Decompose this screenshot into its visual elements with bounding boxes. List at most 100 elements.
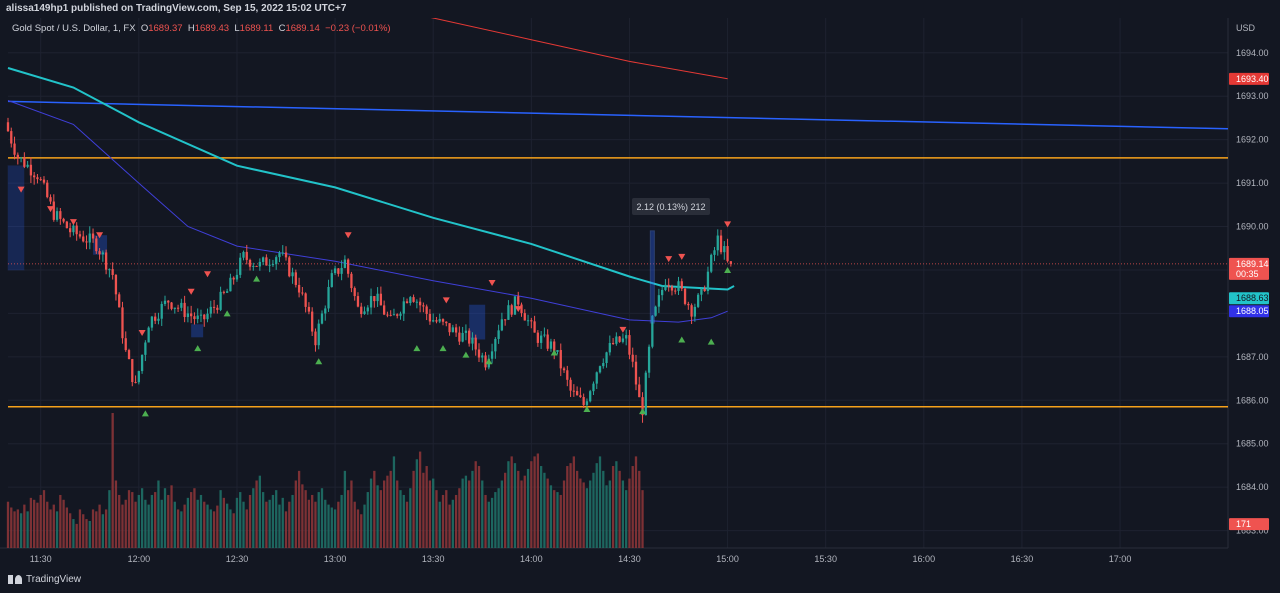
volume-bar xyxy=(29,497,33,548)
candle-body xyxy=(422,305,425,307)
publish-banner: alissa149hp1 published on TradingView.co… xyxy=(0,0,1280,18)
candle-body xyxy=(271,264,275,266)
volume-bar xyxy=(409,488,412,548)
candle-body xyxy=(638,384,641,398)
candle-body xyxy=(556,350,559,352)
candle-body xyxy=(517,296,520,305)
change-value: −0.23 (−0.01%) xyxy=(325,23,391,34)
candle-body xyxy=(118,294,121,308)
volume-bar xyxy=(481,480,484,548)
candle-body xyxy=(245,251,248,260)
candle-body xyxy=(297,284,301,293)
teal-ma-price-tag-text: 1688.63 xyxy=(1236,293,1269,303)
volume-bar xyxy=(203,501,206,548)
volume-bar xyxy=(484,494,487,548)
volume-bar xyxy=(121,504,124,548)
candle-body xyxy=(314,331,317,346)
volume-bar xyxy=(314,501,317,548)
candle-body xyxy=(510,305,513,315)
volume-bar xyxy=(62,499,65,548)
candle-body xyxy=(585,401,589,406)
buy-signal-marker xyxy=(583,405,591,412)
volume-bar xyxy=(49,509,52,548)
candle-body xyxy=(477,349,481,358)
range-box xyxy=(469,304,486,340)
candle-body xyxy=(317,323,320,346)
candle-body xyxy=(549,341,553,349)
high-label: H xyxy=(187,23,195,34)
volume-bar xyxy=(356,509,360,548)
volume-bar xyxy=(592,472,595,548)
volume-bar xyxy=(183,504,186,548)
volume-bar xyxy=(261,492,265,548)
volume-bar xyxy=(190,492,193,548)
symbol-legend: Gold Spot / U.S. Dollar, 1, FX O1689.37 … xyxy=(12,23,391,34)
candle-body xyxy=(95,238,98,252)
candle-body xyxy=(13,143,16,155)
tradingview-brand[interactable]: TradingView xyxy=(8,574,81,585)
candle-body xyxy=(82,236,85,242)
range-box xyxy=(7,165,25,271)
volume-tag: 171 xyxy=(1229,518,1269,531)
volume-bar xyxy=(415,459,418,548)
measure-label: 2.12 (0.13%) 212 xyxy=(632,198,710,215)
candle-body xyxy=(494,338,497,352)
volume-bar xyxy=(566,466,569,548)
candle-body xyxy=(219,291,222,310)
volume-bar xyxy=(75,523,78,548)
candle-body xyxy=(533,321,536,333)
volume-bar xyxy=(88,521,91,548)
candle-body xyxy=(39,179,42,181)
candle-body xyxy=(661,289,664,296)
volume-bar xyxy=(242,501,245,548)
candle-body xyxy=(36,177,39,180)
candle-body xyxy=(369,296,373,308)
volume-bar xyxy=(36,502,39,548)
candle-body xyxy=(458,332,461,342)
signal-markers xyxy=(17,186,732,417)
time-axis[interactable]: 11:30 12:00 12:30 13:00 13:30 14:00 14:30 15:00… xyxy=(30,554,1132,564)
volume-tag-box xyxy=(1229,518,1269,531)
volume-bar xyxy=(82,514,85,548)
buy-signal-marker xyxy=(253,275,261,282)
volume-bar xyxy=(396,480,399,548)
volume-bar xyxy=(598,456,602,548)
volume-bar xyxy=(180,511,183,548)
volume-bar xyxy=(229,509,232,548)
candle-body xyxy=(261,257,265,262)
candle-body xyxy=(33,175,36,178)
price-axis[interactable]: USD 1694.00 1693.00 1692.00 1691.00 1690.00 16… xyxy=(1229,23,1269,536)
candle-body xyxy=(641,397,644,416)
volume-bar xyxy=(137,494,140,548)
volume-bar xyxy=(23,504,26,548)
candle-body xyxy=(268,264,271,266)
candle-body xyxy=(582,397,585,406)
volume-bar xyxy=(533,456,536,548)
volume-bar xyxy=(373,470,376,548)
candle-body xyxy=(425,306,428,314)
volume-bar xyxy=(386,475,389,548)
volume-bar xyxy=(91,509,95,548)
volume-bar xyxy=(13,511,16,548)
volume-bar xyxy=(418,451,422,548)
candle-body xyxy=(265,257,268,266)
volume-bar xyxy=(304,490,307,548)
candle-body xyxy=(461,332,464,342)
candle-body xyxy=(399,313,402,316)
volume-bar xyxy=(399,490,402,548)
volume-bar xyxy=(225,503,229,548)
volume-bar xyxy=(26,511,29,548)
volume-bar xyxy=(494,492,497,548)
candle-body xyxy=(288,257,291,277)
volume-bar xyxy=(510,456,513,548)
candle-body xyxy=(667,284,670,287)
symbol-name[interactable]: Gold Spot / U.S. Dollar, 1, FX xyxy=(12,23,136,34)
volume-bar xyxy=(608,480,611,548)
volume-bar xyxy=(438,501,441,548)
volume-bar xyxy=(625,490,628,548)
candle-body xyxy=(29,164,33,176)
volume-bar xyxy=(543,472,546,548)
candle-body xyxy=(320,313,324,324)
volume-bar xyxy=(330,507,333,548)
